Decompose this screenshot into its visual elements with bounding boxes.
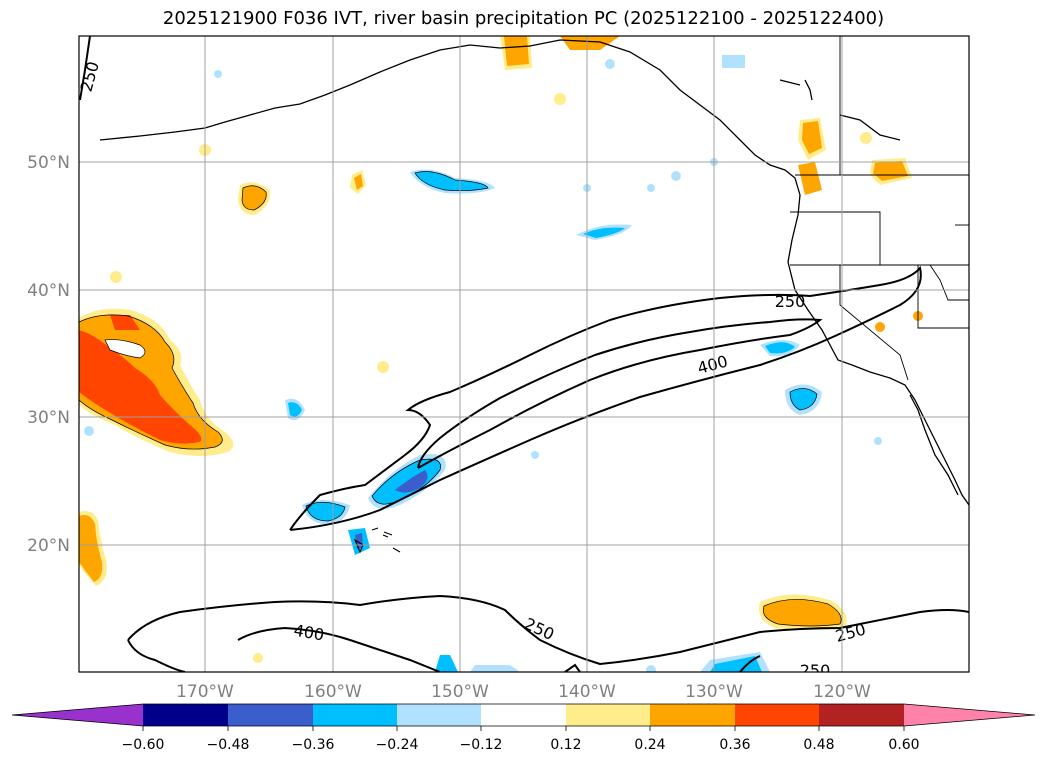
lat-label: 30°N bbox=[27, 408, 70, 428]
longitude-labels: 170°W 160°W 150°W 140°W 130°W 120°W bbox=[176, 682, 871, 702]
negative-anomaly-north bbox=[84, 55, 882, 672]
colorbar-tick: −0.36 bbox=[292, 737, 335, 753]
gridlines bbox=[79, 36, 969, 672]
latitude-labels: 50°N 40°N 30°N 20°N bbox=[27, 153, 70, 556]
lon-label: 170°W bbox=[176, 682, 234, 702]
colorbar-segment bbox=[143, 704, 228, 726]
colorbar-segment bbox=[735, 704, 819, 726]
contour-label-250: 250 bbox=[800, 661, 831, 680]
colorbar-segment bbox=[228, 704, 313, 726]
borders bbox=[790, 36, 969, 381]
colorbar-tick: −0.48 bbox=[207, 737, 250, 753]
colorbar-tick: 0.48 bbox=[803, 737, 834, 753]
colorbar-segment bbox=[313, 704, 397, 726]
lon-label: 140°W bbox=[558, 682, 616, 702]
colorbar-tick: 0.60 bbox=[888, 737, 919, 753]
colorbar-segment bbox=[650, 704, 735, 726]
lat-label: 20°N bbox=[27, 536, 70, 556]
colorbar-extend-right bbox=[904, 704, 1035, 726]
colorbar-tick: −0.60 bbox=[122, 737, 165, 753]
lon-label: 120°W bbox=[813, 682, 871, 702]
colorbar: −0.60 −0.48 −0.36 −0.24 −0.12 0.12 0.24 … bbox=[11, 703, 1036, 753]
colorbar-segment bbox=[566, 704, 650, 726]
map-frame bbox=[78, 35, 970, 673]
lon-label: 130°W bbox=[685, 682, 743, 702]
contour-label-250: 250 bbox=[77, 59, 103, 93]
ivt-contours bbox=[79, 36, 969, 672]
colorbar-tick: 0.24 bbox=[634, 737, 665, 753]
coastlines bbox=[99, 39, 969, 506]
colorbar-segment bbox=[481, 704, 566, 726]
map-area: 250 250 400 400 250 250 250 bbox=[77, 36, 969, 680]
colorbar-extend-left bbox=[12, 704, 143, 726]
islands bbox=[353, 527, 401, 554]
lat-label: 50°N bbox=[27, 153, 70, 173]
lat-label: 40°N bbox=[27, 281, 70, 301]
colorbar-segment bbox=[819, 704, 904, 726]
lon-label: 160°W bbox=[304, 682, 362, 702]
colorbar-segment bbox=[397, 704, 481, 726]
lon-label: 150°W bbox=[431, 682, 489, 702]
colorbar-tick: 0.12 bbox=[550, 737, 581, 753]
positive-anomaly-southwest bbox=[79, 511, 107, 586]
map-title: 2025121900 F036 IVT, river basin precipi… bbox=[162, 8, 885, 29]
colorbar-tick: 0.36 bbox=[719, 737, 750, 753]
anomaly-outlines bbox=[79, 171, 842, 627]
colorbar-tick: −0.12 bbox=[460, 737, 503, 753]
colorbar-tick: −0.24 bbox=[376, 737, 419, 753]
positive-anomaly-small bbox=[110, 36, 923, 663]
positive-anomaly-west bbox=[79, 308, 234, 456]
contour-label-250: 250 bbox=[775, 292, 806, 311]
